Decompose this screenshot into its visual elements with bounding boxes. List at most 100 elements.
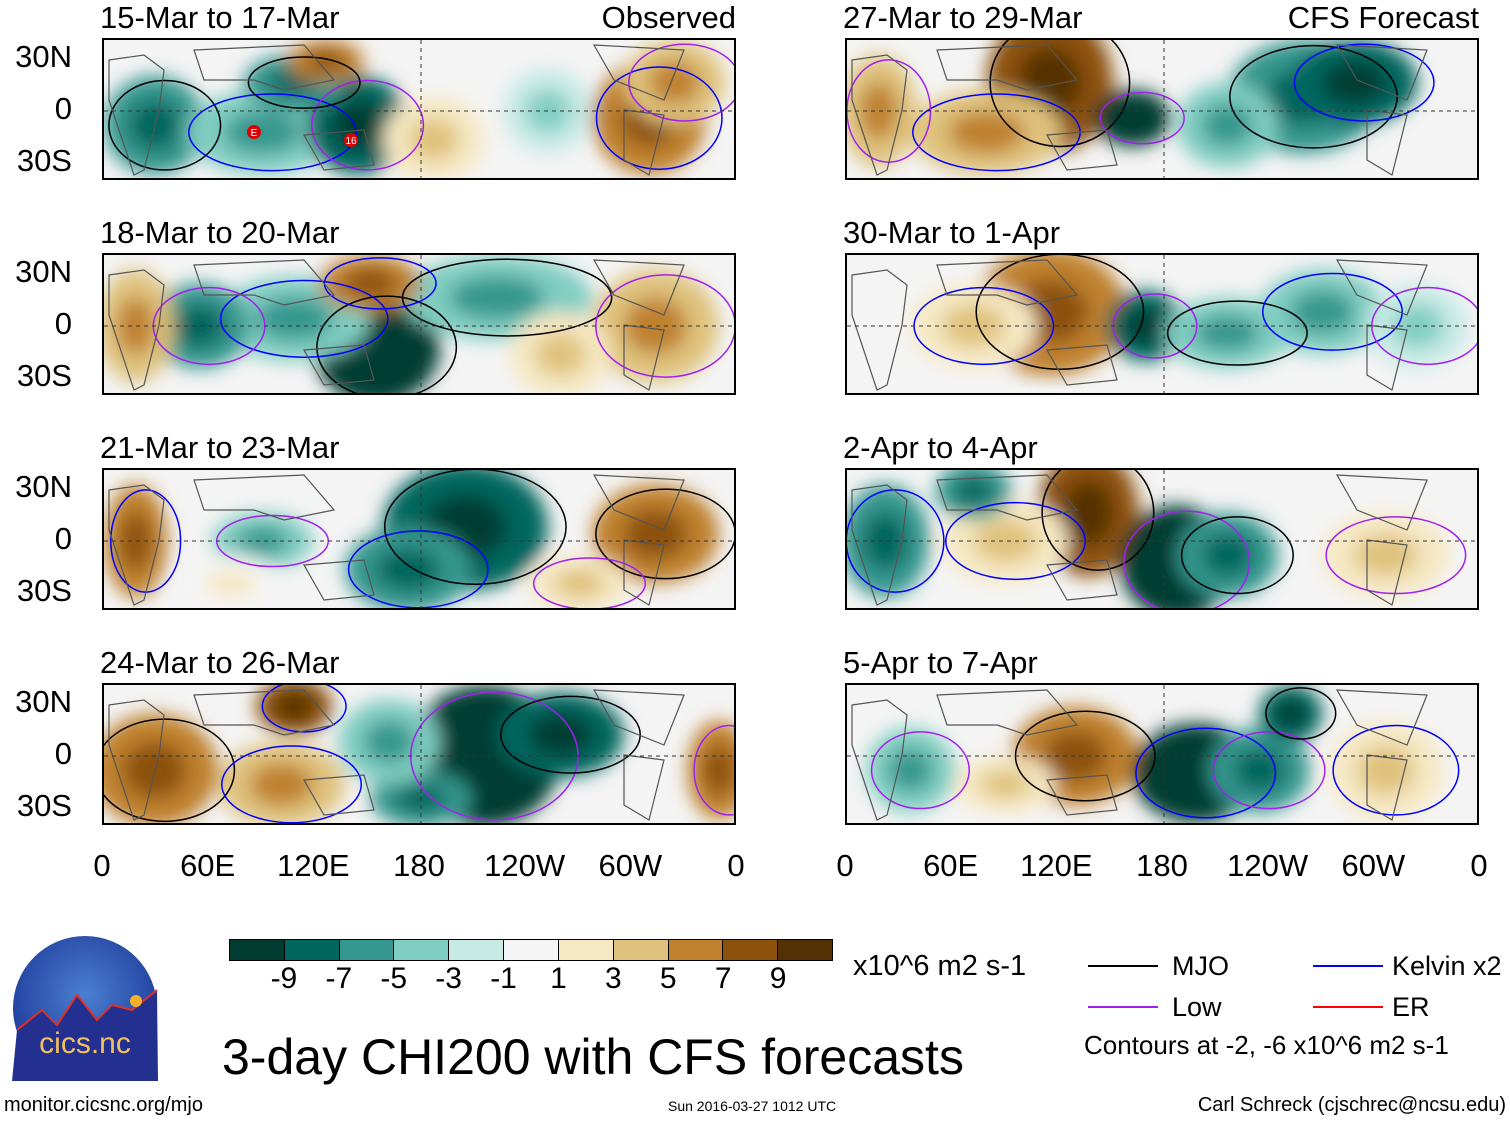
anomaly-region: [1322, 61, 1386, 104]
anomaly-region: [703, 745, 734, 796]
footer-url: monitor.cicsnc.org/mjo: [4, 1094, 203, 1116]
anomaly-region: [332, 100, 383, 151]
wave-contour: [1135, 727, 1277, 819]
anomaly-region: [1357, 745, 1415, 796]
anomaly-region: [249, 763, 314, 806]
colorbar-swatch: [613, 940, 669, 960]
anomaly-region: [954, 477, 993, 506]
anomaly-region: [1274, 699, 1307, 728]
anomaly-region: [1233, 748, 1285, 792]
latitude-label: 30S: [16, 358, 72, 393]
wave-contour: [1166, 300, 1308, 366]
longitude-label: 60E: [923, 848, 979, 883]
wave-contour: [1325, 516, 1467, 595]
wave-contour: [499, 695, 641, 774]
longitude-label: 180: [393, 848, 445, 883]
colorbar-tick-label: -3: [435, 962, 462, 995]
wave-contour: [989, 40, 1131, 148]
anomaly-region: [205, 569, 257, 598]
legend-er-line: [1313, 1006, 1383, 1008]
longitude-label: 120E: [1020, 848, 1093, 883]
wave-contour: [108, 79, 222, 171]
latitude-label: 30N: [15, 39, 72, 74]
coastlines: [108, 44, 685, 176]
map-panel: [845, 38, 1479, 180]
coastlines: [851, 259, 1428, 391]
longitude-label: 0: [836, 848, 854, 883]
colorbar-swatch: [558, 940, 614, 960]
wave-contour: [532, 557, 647, 608]
anomaly-region: [554, 569, 605, 598]
wave-contour: [219, 279, 389, 358]
colorbar: [229, 939, 833, 961]
anomaly-region: [237, 526, 288, 556]
colorbar-swatch: [230, 940, 285, 960]
legend-note: Contours at -2, -6 x10^6 m2 s-1: [1084, 1030, 1449, 1060]
legend-kelvin-line: [1313, 965, 1383, 967]
anomaly-region: [376, 548, 441, 591]
wave-contour: [693, 724, 734, 816]
legend-kelvin-label: Kelvin x2: [1392, 951, 1502, 981]
latitude-label: 30N: [15, 469, 72, 504]
anomaly-region: [275, 692, 314, 721]
panel-type-label: CFS Forecast: [1287, 0, 1479, 35]
colorbar-tick-label: -7: [325, 962, 353, 995]
colorbar-tick-label: -5: [380, 962, 408, 995]
latitude-label: 0: [54, 91, 72, 126]
longitude-label: 120W: [1227, 848, 1309, 883]
colorbar-units: x10^6 m2 s-1: [853, 950, 1027, 982]
wave-contour: [311, 79, 425, 171]
anomaly-region: [363, 720, 415, 764]
storm-marker: 16: [344, 133, 358, 147]
anomaly-region: [948, 111, 1025, 154]
latitude-label: 0: [54, 521, 72, 556]
svg-text:16: 16: [345, 136, 357, 147]
anomaly-region: [859, 82, 898, 140]
anomaly-region: [173, 304, 225, 348]
anomaly-region: [1202, 103, 1253, 147]
wave-contour: [595, 488, 734, 580]
latitude-label: 30N: [15, 254, 72, 289]
anomaly-region: [973, 519, 1038, 563]
wave-contour: [628, 43, 734, 122]
colorbar-tick-label: 1: [550, 962, 567, 995]
wave-contour: [1293, 43, 1435, 122]
anomaly-region: [1113, 103, 1152, 133]
wave-contour: [347, 530, 489, 608]
wave-contour: [104, 718, 236, 823]
colorbar-tick-label: 3: [605, 962, 622, 995]
legend-low-line: [1088, 1006, 1158, 1008]
anomaly-region: [119, 512, 152, 570]
figure-title: 3-day CHI200 with CFS forecasts: [222, 1029, 964, 1085]
anomaly-region: [1290, 290, 1355, 334]
anomaly-region: [344, 269, 396, 298]
wave-contour: [595, 66, 723, 170]
colorbar-swatch: [504, 940, 559, 960]
wave-contour: [870, 731, 970, 810]
wave-contour: [1262, 272, 1403, 351]
colorbar-swatch: [449, 940, 505, 960]
anomaly-region: [449, 276, 545, 319]
wave-contour: [261, 685, 347, 733]
legend-low-label: Low: [1172, 992, 1222, 1022]
anomaly-region: [1043, 731, 1107, 781]
anomaly-region: [1062, 480, 1114, 545]
latitude-label: 30S: [16, 143, 72, 178]
wave-contour: [1099, 91, 1185, 145]
map-panel: [102, 683, 736, 825]
anomaly-region: [1195, 315, 1260, 351]
wave-contour: [1123, 510, 1251, 608]
map-panel: [845, 683, 1479, 825]
footer-credit: Carl Schreck (cjschrec@ncsu.edu): [1197, 1094, 1506, 1116]
coastlines: [108, 689, 685, 821]
anomaly-region: [623, 509, 688, 559]
anomaly-region: [528, 713, 593, 756]
map-panel: [845, 253, 1479, 395]
svg-text:E: E: [251, 128, 258, 139]
colorbar-tick-label: 9: [769, 962, 787, 995]
longitude-label: 0: [1470, 848, 1488, 883]
panel-type-label: Observed: [601, 0, 736, 35]
longitude-label: 120E: [277, 848, 350, 883]
anomaly-region: [623, 297, 688, 355]
anomaly-region: [535, 333, 586, 376]
